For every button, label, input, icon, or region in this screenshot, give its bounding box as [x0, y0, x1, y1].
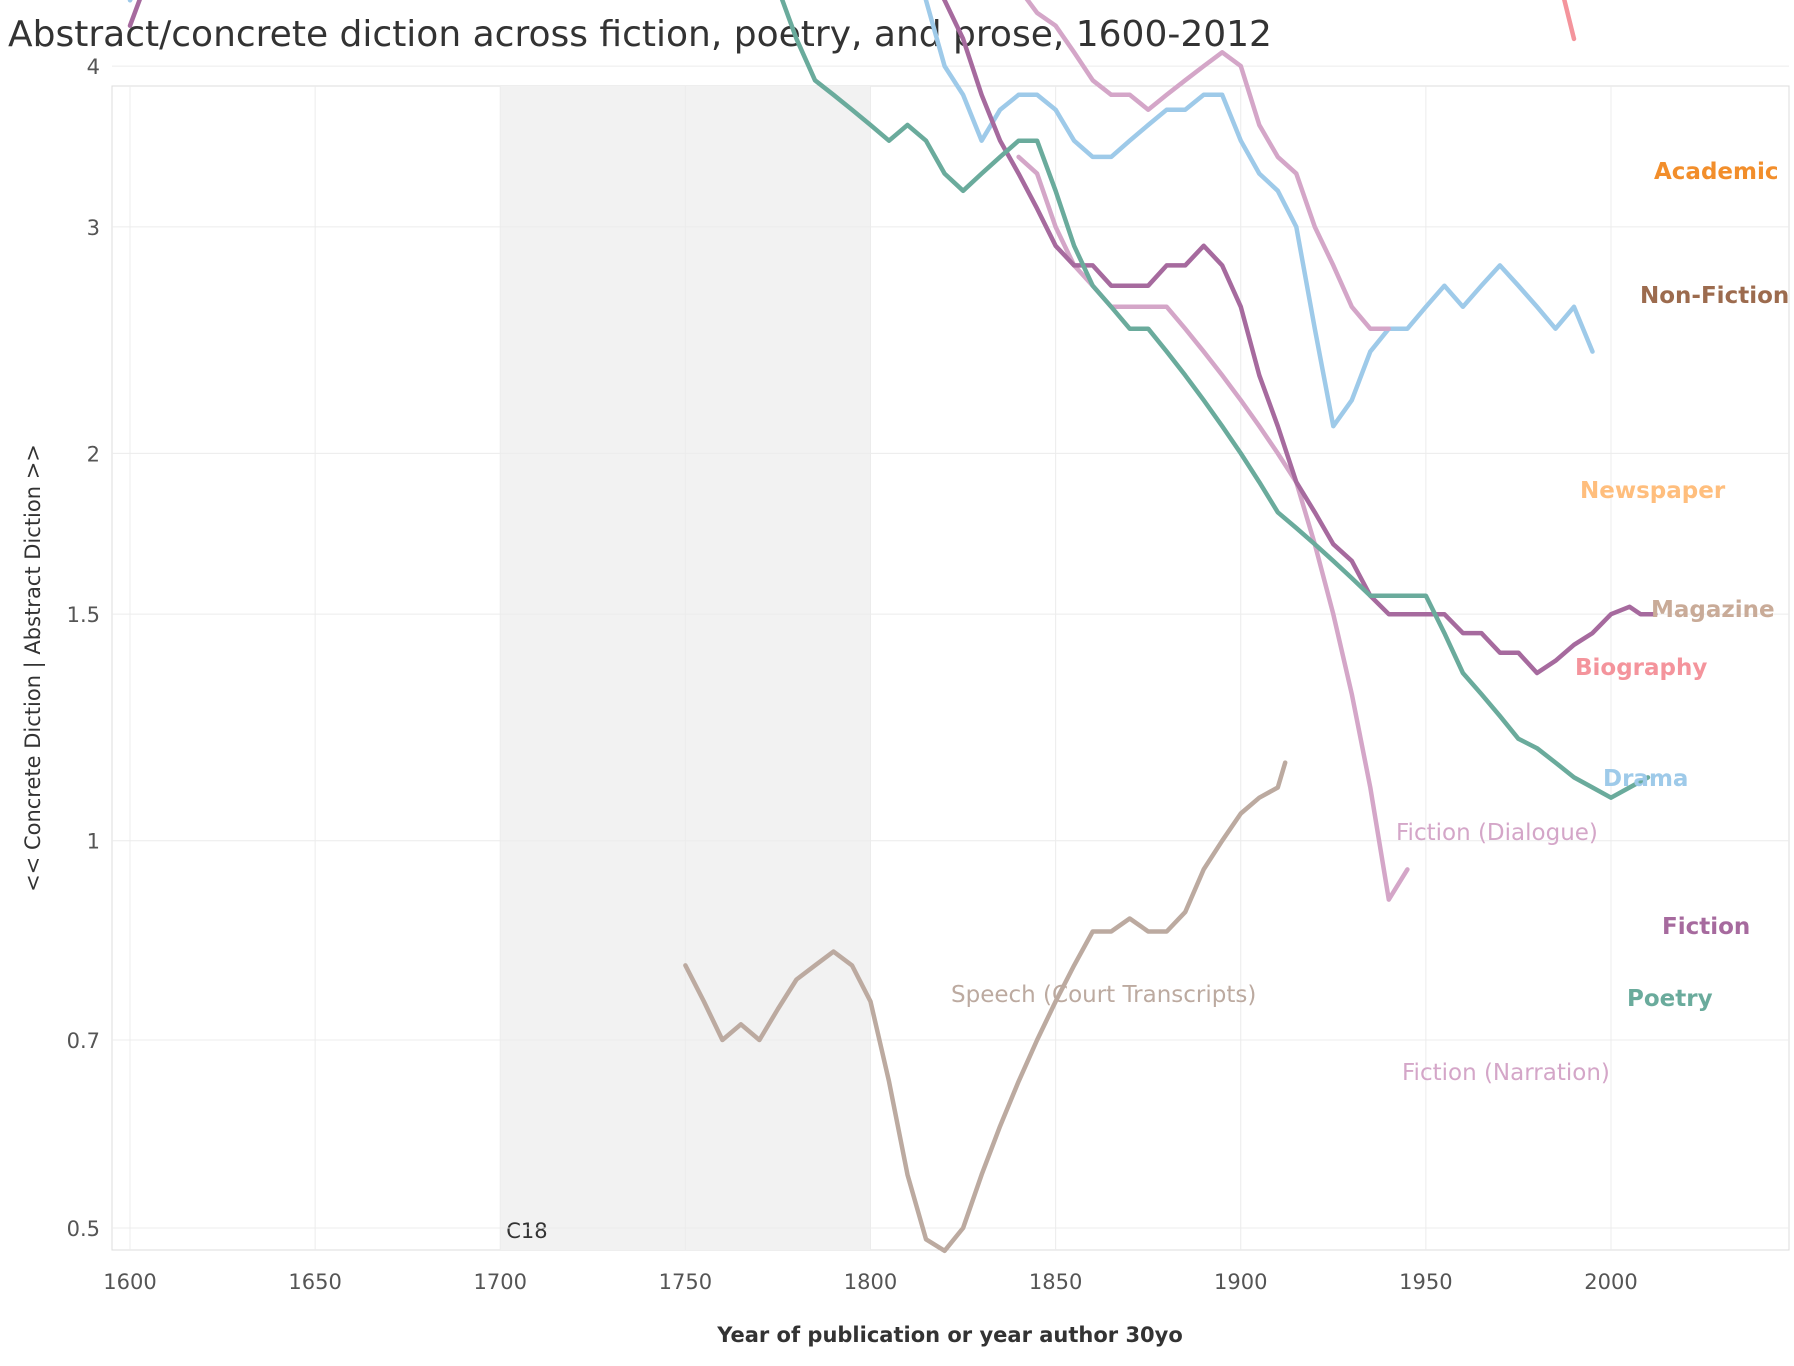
x-tick-label: 1750	[659, 1270, 712, 1294]
series-line-biography	[1562, 0, 1577, 42]
x-tick-label: 2000	[1584, 1270, 1637, 1294]
series-label: Newspaper	[1580, 478, 1726, 504]
x-tick-label: 1600	[103, 1270, 156, 1294]
series-line-drama	[127, 0, 1595, 429]
y-axis-title: << Concrete Diction | Abstract Diction >…	[21, 444, 46, 892]
x-tick-label: 1950	[1399, 1270, 1452, 1294]
series-label: Magazine	[1651, 597, 1775, 623]
series-label: Fiction (Narration)	[1402, 1060, 1610, 1086]
series-line-fiction-dialogue	[1024, 0, 1392, 331]
series-line-poetry	[779, 0, 1651, 800]
plot-frame	[111, 85, 1790, 1251]
y-tick-label: 3	[87, 216, 100, 240]
series-label: Fiction (Dialogue)	[1396, 820, 1598, 846]
series-line-fiction	[127, 0, 1658, 676]
series-label: Speech (Court Transcripts)	[951, 982, 1256, 1008]
y-tick-label: 0.7	[67, 1029, 100, 1053]
y-tick-label: 1.5	[67, 603, 100, 627]
y-tick-label: 2	[87, 442, 100, 466]
x-axis-title: Year of publication or year author 30yo	[716, 1323, 1183, 1347]
shaded-period-label: C18	[506, 1219, 547, 1243]
series-line-speech-court-transcripts	[683, 760, 1288, 1254]
series-label: Non-Fiction	[1640, 283, 1789, 309]
x-tick-label: 1800	[844, 1270, 897, 1294]
x-tick-label: 1900	[1214, 1270, 1267, 1294]
series-label: Poetry	[1627, 986, 1713, 1012]
series-label: Fiction	[1662, 914, 1750, 940]
x-tick-label: 1850	[1029, 1270, 1082, 1294]
y-tick-label: 1	[87, 830, 100, 854]
y-tick-label: 0.5	[67, 1217, 100, 1241]
series-label: Drama	[1603, 766, 1688, 792]
series-label: Academic	[1654, 159, 1779, 185]
series-label: Biography	[1575, 655, 1707, 681]
series-line-fiction-narration	[1016, 154, 1410, 902]
x-tick-label: 1700	[474, 1270, 527, 1294]
y-tick-label: 4	[87, 55, 100, 79]
x-tick-label: 1650	[288, 1270, 341, 1294]
